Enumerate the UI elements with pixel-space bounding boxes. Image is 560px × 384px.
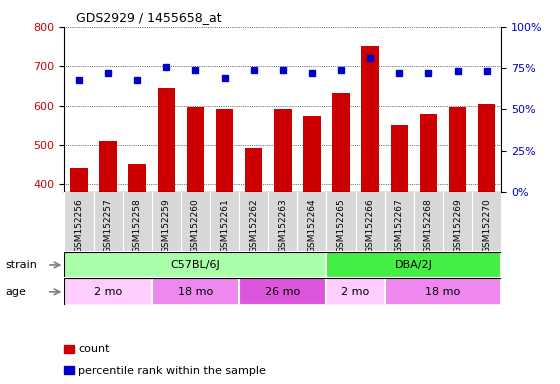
Text: percentile rank within the sample: percentile rank within the sample (78, 366, 266, 376)
Text: age: age (6, 287, 26, 297)
Bar (326, 278, 385, 305)
Bar (99, 141, 117, 341)
Bar (478, 104, 496, 341)
Bar (245, 147, 263, 341)
Text: count: count (78, 344, 110, 354)
Text: 2 mo: 2 mo (94, 287, 122, 297)
Bar (152, 278, 239, 305)
Bar (157, 88, 175, 341)
Text: 26 mo: 26 mo (265, 287, 300, 297)
Text: DBA/2J: DBA/2J (395, 260, 433, 270)
Bar (239, 278, 326, 305)
Text: strain: strain (6, 260, 38, 270)
Text: 18 mo: 18 mo (178, 287, 213, 297)
Bar (70, 169, 88, 341)
Bar (361, 46, 379, 341)
Bar (385, 278, 501, 305)
Bar (332, 93, 350, 341)
Bar (326, 252, 501, 278)
Bar (390, 125, 408, 341)
Text: 18 mo: 18 mo (426, 287, 460, 297)
Text: 2 mo: 2 mo (342, 287, 370, 297)
Bar (419, 114, 437, 341)
Bar (128, 164, 146, 341)
Text: GDS2929 / 1455658_at: GDS2929 / 1455658_at (76, 12, 221, 25)
Bar (186, 108, 204, 341)
Bar (303, 116, 321, 341)
Bar (64, 278, 152, 305)
Bar (64, 252, 326, 278)
Bar (274, 109, 292, 341)
Bar (449, 107, 466, 341)
Text: C57BL/6J: C57BL/6J (171, 260, 220, 270)
Bar (216, 109, 234, 341)
